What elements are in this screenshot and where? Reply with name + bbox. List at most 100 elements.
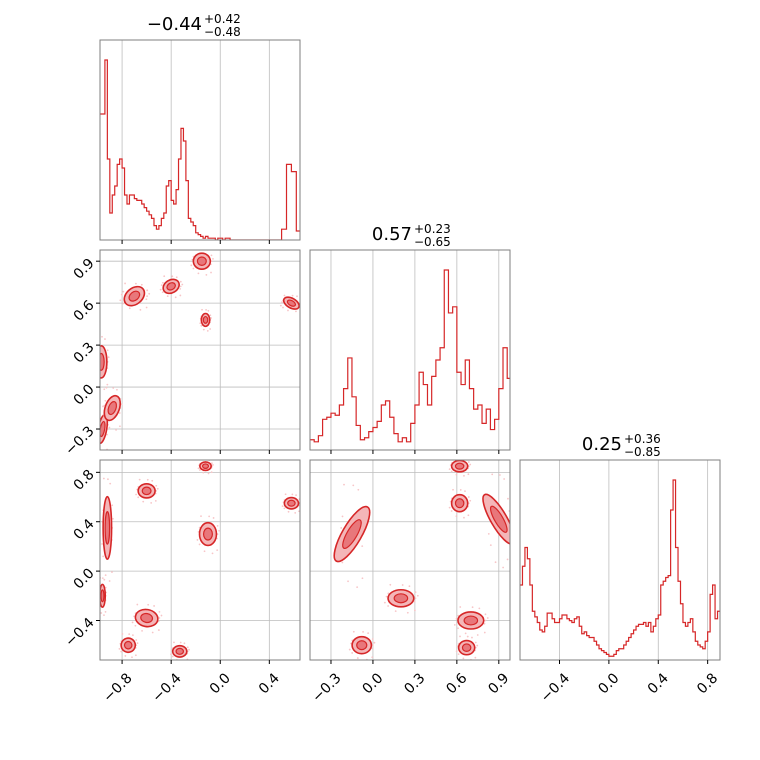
sample-point (181, 283, 184, 286)
sample-point (111, 571, 113, 573)
sample-point (450, 470, 453, 473)
sample-point (179, 285, 182, 288)
x-tick-label: 0.0 (207, 670, 234, 697)
sample-point (202, 328, 205, 331)
sample-point (210, 271, 212, 274)
sample-point (452, 456, 454, 458)
sample-point (394, 610, 397, 613)
sample-point (133, 615, 135, 618)
sample-point (416, 594, 419, 597)
sample-point (205, 273, 208, 276)
sample-point (171, 275, 174, 278)
sample-point (464, 457, 466, 459)
sample-point (104, 338, 106, 340)
panel-title-1: 0.57 (372, 224, 412, 245)
sample-point (453, 623, 456, 626)
x-tick-label: 0.6 (443, 670, 470, 697)
x-tick-label: 0.4 (256, 670, 283, 697)
sample-point (100, 612, 103, 614)
panel-content (100, 59, 300, 240)
sample-point (356, 586, 359, 589)
sample-point (373, 641, 376, 644)
panel-frame (519, 459, 721, 661)
sample-point (291, 493, 294, 496)
sample-point (283, 294, 286, 297)
sample-point (413, 600, 416, 603)
sample-point (478, 607, 481, 610)
sample-point (166, 295, 169, 297)
sample-point (281, 505, 284, 508)
sample-point (131, 656, 133, 659)
y-tick-label: −0.4 (62, 615, 97, 650)
sample-point (464, 490, 466, 493)
sample-point (209, 328, 212, 330)
sample-point (484, 619, 487, 622)
sample-point (140, 283, 143, 286)
sample-point (218, 529, 221, 532)
sample-point (171, 655, 174, 658)
sample-point (139, 308, 142, 311)
contour-inner (461, 643, 472, 652)
sample-point (202, 248, 204, 250)
contour-inner (489, 505, 508, 533)
sample-point (104, 574, 107, 577)
sample-point (283, 507, 286, 510)
sample-point (105, 386, 108, 389)
panel-content (310, 269, 510, 443)
sample-point (115, 429, 117, 431)
sample-point (134, 624, 137, 627)
x-tick-label: 0.0 (359, 670, 386, 697)
sample-point (483, 631, 486, 634)
sample-point (131, 621, 134, 624)
sample-point (302, 301, 304, 303)
contour-inner (100, 589, 105, 603)
x-tick-label: 0.4 (645, 670, 672, 697)
panel-title-2: 0.25 (582, 434, 622, 455)
sample-point (97, 425, 99, 427)
sample-point (463, 474, 465, 477)
sample-point (469, 463, 472, 466)
sample-point (138, 478, 141, 481)
sample-point (455, 617, 458, 620)
sample-point (108, 580, 111, 582)
sample-point (134, 654, 137, 657)
sample-point (459, 606, 462, 608)
sample-point (160, 614, 163, 617)
sample-point (170, 653, 172, 656)
sample-point (352, 484, 355, 487)
contour-inner (196, 256, 207, 266)
panel-title-plus-1: +0.23 (414, 222, 451, 236)
sample-point (457, 653, 460, 656)
contour-inner (202, 527, 213, 541)
sample-point (116, 388, 118, 391)
y-tick-label: 0.0 (71, 381, 98, 408)
sample-point (120, 293, 123, 296)
contour-inner (128, 290, 141, 302)
sample-point (371, 638, 374, 640)
sample-point (287, 510, 290, 513)
x-tick-label: −0.4 (538, 670, 573, 705)
sample-point (463, 516, 465, 519)
panel-0-0 (99, 39, 301, 244)
x-tick-label: 0.0 (595, 670, 622, 697)
sample-point (194, 248, 196, 250)
sample-point (467, 496, 470, 498)
sample-point (401, 584, 404, 586)
sample-point (160, 284, 163, 287)
sample-point (153, 605, 155, 607)
sample-point (157, 629, 160, 631)
sample-point (462, 657, 465, 660)
panel-content (97, 248, 304, 450)
sample-point (211, 552, 214, 555)
sample-point (146, 295, 149, 298)
sample-point (281, 301, 283, 304)
sample-point (179, 287, 182, 290)
panel-frame (99, 39, 301, 241)
panel-title-plus-0: +0.42 (204, 12, 241, 26)
y-tick-label: 0.6 (71, 297, 98, 324)
sample-point (356, 657, 359, 659)
sample-point (179, 280, 182, 283)
x-tick-label: 0.9 (485, 670, 512, 697)
sample-point (104, 399, 107, 402)
sample-point (467, 461, 470, 463)
